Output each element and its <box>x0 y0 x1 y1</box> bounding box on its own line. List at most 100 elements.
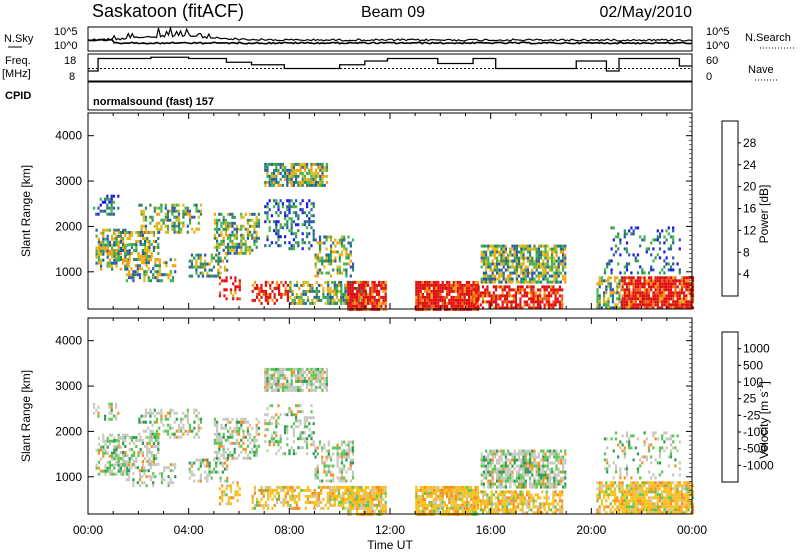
data-cell-10 <box>277 238 280 242</box>
data-cell-17 <box>520 277 523 281</box>
data-cell-19 <box>683 279 686 283</box>
data-cell-11 <box>302 298 305 302</box>
data-cell-11 <box>317 295 321 299</box>
data-cell-19 <box>623 297 626 301</box>
data-cell-15 <box>468 488 471 492</box>
data-cell-14 <box>367 283 370 287</box>
data-cell-15 <box>457 304 460 308</box>
data-cell-16 <box>495 300 498 304</box>
data-cell-1 <box>115 240 118 243</box>
data-cell-6 <box>229 212 232 216</box>
data-cell-4 <box>153 224 156 228</box>
data-cell-6 <box>222 227 225 231</box>
data-cell-19 <box>685 297 688 301</box>
data-cell-4 <box>171 203 174 207</box>
data-cell-15 <box>417 488 420 492</box>
data-cell-6 <box>218 233 221 237</box>
data-cell-16 <box>506 294 509 298</box>
data-cell-17 <box>537 259 540 263</box>
data-cell-20 <box>652 259 655 263</box>
data-cell-17 <box>520 271 523 275</box>
data-cell-17 <box>555 271 558 275</box>
data-cell-12 <box>349 250 352 254</box>
data-cell-10 <box>312 232 315 236</box>
data-cell-8 <box>264 289 267 293</box>
data-cell-15 <box>419 280 422 284</box>
data-cell-15 <box>463 488 466 492</box>
data-cell-2 <box>128 264 131 268</box>
data-cell-17 <box>500 271 503 275</box>
data-cell-4 <box>173 209 176 213</box>
data-cell-14 <box>373 280 376 284</box>
data-cell-8 <box>264 500 267 504</box>
data-cell-12 <box>340 238 344 242</box>
data-cell-9 <box>303 165 306 169</box>
data-cell-8 <box>280 485 283 489</box>
data-cell-17 <box>518 274 521 278</box>
data-cell-9 <box>317 385 320 389</box>
data-cell-4 <box>144 215 148 219</box>
data-cell-0 <box>122 246 125 250</box>
data-cell-5 <box>210 274 213 278</box>
data-cell-15 <box>457 292 460 296</box>
data-cell-8 <box>271 488 274 492</box>
data-cell-18 <box>603 291 606 295</box>
data-cell-15 <box>419 295 422 299</box>
data-cell-10 <box>270 440 273 444</box>
data-cell-9 <box>277 376 280 380</box>
data-cell-15 <box>437 283 440 287</box>
data-cell-17 <box>496 259 499 263</box>
data-cell-12 <box>329 253 333 257</box>
data-cell-9 <box>314 367 317 371</box>
data-cell-2 <box>167 484 170 488</box>
data-cell-17 <box>500 247 503 251</box>
data-cell-16 <box>473 511 476 515</box>
data-cell-8 <box>275 286 278 290</box>
data-cell-10 <box>268 404 271 408</box>
data-cell-15 <box>448 500 451 504</box>
data-cell-1 <box>150 255 153 258</box>
data-cell-4 <box>173 420 176 424</box>
data-cell-17 <box>540 262 543 266</box>
data-cell-8 <box>264 280 267 284</box>
data-cell-19 <box>685 279 688 283</box>
data-cell-12 <box>338 271 341 275</box>
data-cell-13 <box>344 289 347 293</box>
data-cell-19 <box>656 276 659 280</box>
data-cell-13 <box>333 497 336 501</box>
data-cell-17 <box>526 247 529 251</box>
data-cell-9 <box>288 180 291 184</box>
data-cell-1 <box>122 243 125 246</box>
data-cell-13 <box>342 301 345 305</box>
data-cell-2 <box>174 258 177 262</box>
data-cell-16 <box>532 285 535 289</box>
data-cell-14 <box>380 506 383 510</box>
data-cell-0 <box>102 243 105 247</box>
data-cell-9 <box>268 174 271 178</box>
data-cell-5 <box>210 268 213 272</box>
data-cell-1 <box>119 240 122 243</box>
data-cell-19 <box>641 276 644 280</box>
data-cell-16 <box>475 511 478 515</box>
data-cell-11 <box>322 485 325 489</box>
data-cell-6 <box>253 236 256 240</box>
data-cell-0 <box>102 454 105 458</box>
data-cell-9 <box>281 367 284 371</box>
data-cell-14 <box>362 292 365 296</box>
data-cell-17 <box>520 280 523 284</box>
data-cell-14 <box>356 301 359 305</box>
data-cell-15 <box>459 503 462 507</box>
data-cell-12 <box>347 467 350 471</box>
data-cell-15 <box>463 304 466 308</box>
data-cell-9 <box>286 385 289 389</box>
data-cell-9 <box>310 162 313 166</box>
data-cell-10 <box>268 199 271 203</box>
data-cell-17 <box>535 280 538 284</box>
data-cell-19 <box>665 294 668 298</box>
data-cell-8 <box>267 494 270 498</box>
data-cell-7 <box>227 502 230 506</box>
data-cell-2 <box>128 463 131 467</box>
data-cell-12 <box>321 446 324 450</box>
data-cell-19 <box>667 297 670 301</box>
data-cell-1 <box>130 454 133 457</box>
